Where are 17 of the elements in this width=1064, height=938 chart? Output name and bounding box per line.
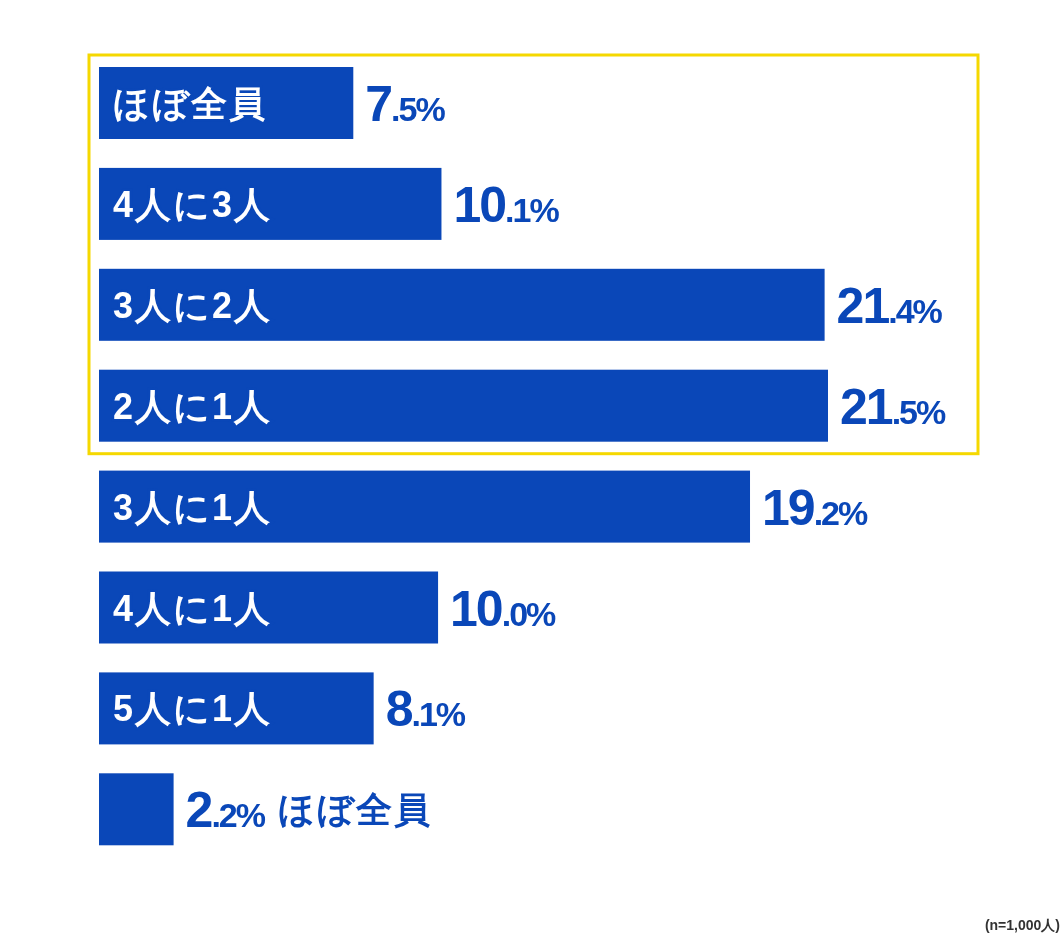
data-label: 8.1%: [385, 681, 466, 738]
data-label: 19.2%: [762, 479, 868, 536]
y-tick-label: 3人に2人: [113, 284, 273, 326]
y-tick-label: 5人に1人: [113, 688, 273, 730]
data-label: 10.0%: [450, 580, 557, 637]
y-tick-label: 4人に3人: [113, 183, 273, 225]
text: (n=1,000人): [984, 917, 1060, 933]
y-tick-label: 4人に1人: [113, 587, 273, 629]
y-tick-label: 2人に1人: [113, 385, 273, 427]
data-label: 2.2%: [185, 782, 266, 839]
y-tick-label: 3人に1人: [113, 486, 273, 528]
data-label: 10.1%: [453, 176, 560, 233]
data-label: 21.5%: [840, 378, 946, 435]
y-tick-label: ほぼ全員: [278, 789, 432, 831]
y-tick-label: ほぼ全員: [113, 83, 267, 124]
data-label: 21.4%: [836, 277, 943, 334]
data-label: 7.5%: [365, 76, 446, 132]
